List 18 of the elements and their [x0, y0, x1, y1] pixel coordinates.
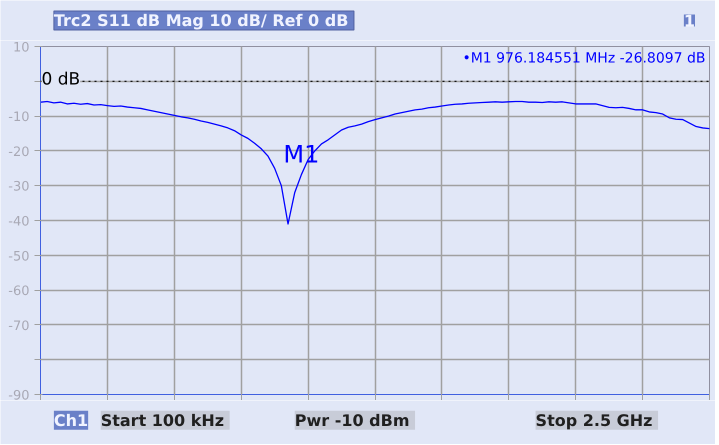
line-series [40, 100, 710, 225]
text: Start 100 kHz [100, 410, 224, 430]
y-tick-label: -60 [8, 284, 30, 300]
y-tick-label: 10 [12, 40, 30, 56]
text: Stop 2.5 GHz [536, 410, 652, 430]
text: Pwr -10 dBm [294, 410, 410, 430]
annotation: •M1 976.184551 MHz -26.8097 dB [462, 50, 706, 66]
y-tick-label: -10 [8, 110, 30, 126]
text: Ch1 [54, 410, 88, 430]
chart-title: Trc2 S11 dB Mag 10 dB/ Ref 0 dB [54, 11, 348, 30]
y-tick-label: -70 [8, 318, 30, 334]
y-tick-label: -40 [8, 214, 30, 230]
ref-line-label: 0 dB [42, 69, 80, 90]
y-tick-label: -90 [8, 388, 30, 404]
y-tick-label: -50 [8, 249, 30, 264]
y-tick-label: -20 [8, 144, 30, 160]
y-tick-label: -30 [8, 180, 30, 195]
text: 1 [684, 12, 696, 30]
